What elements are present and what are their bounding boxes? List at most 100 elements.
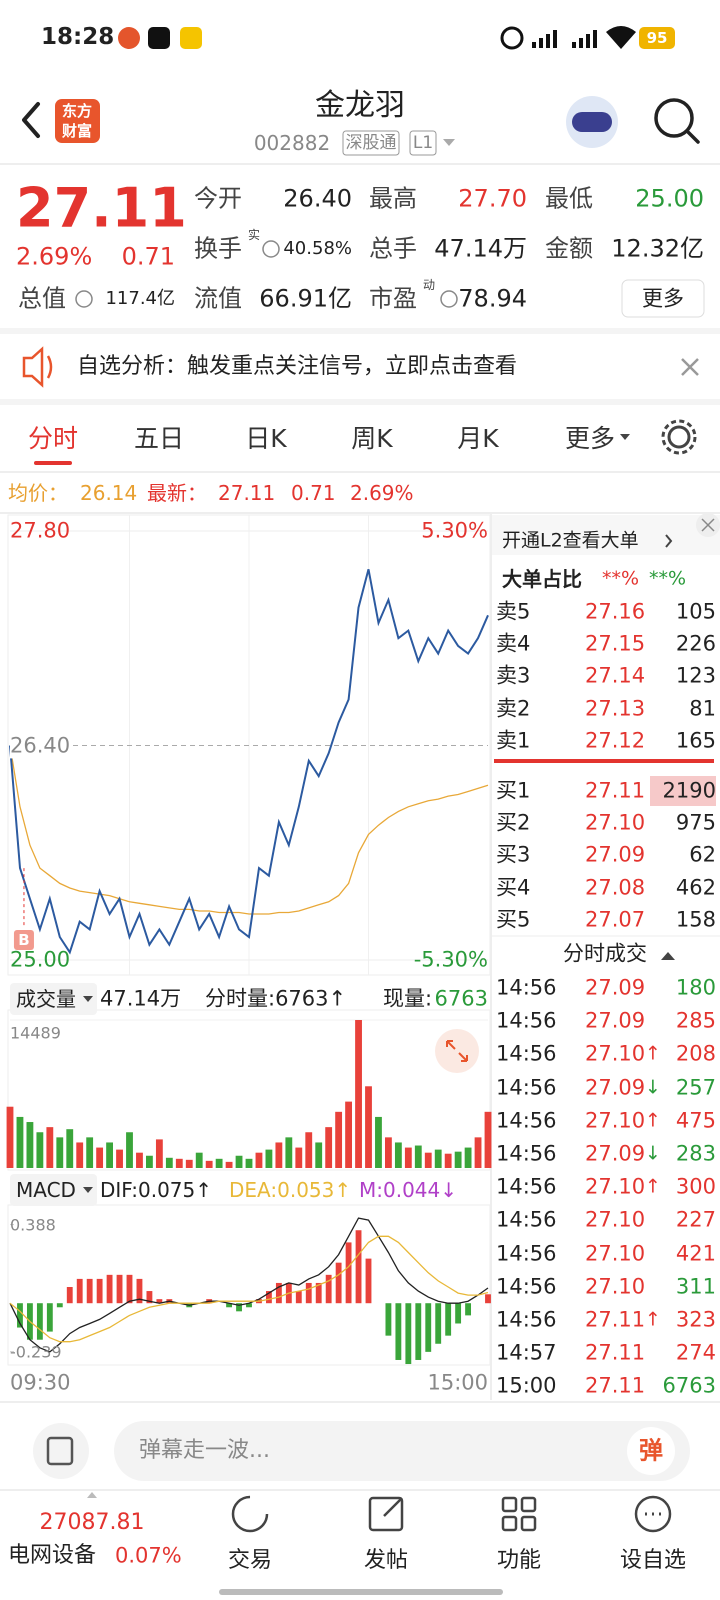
volume-bar <box>325 1127 333 1168</box>
tab[interactable]: 月K <box>457 424 499 453</box>
average-line <box>9 745 489 915</box>
trade-arrow: ↓ <box>645 1076 661 1099</box>
tab[interactable]: 周K <box>351 424 393 453</box>
selector-box[interactable] <box>10 1174 97 1206</box>
trade-volume: 208 <box>675 1041 716 1066</box>
field-value: 26.40 <box>283 184 352 213</box>
macd-bar <box>17 1303 23 1328</box>
tab[interactable]: 分时 <box>27 424 79 453</box>
volume-bar <box>146 1155 153 1168</box>
tab[interactable]: 更多 <box>564 424 616 453</box>
volume-selector[interactable]: 成交量 <box>16 987 76 1011</box>
danmaku-button[interactable] <box>627 1427 675 1475</box>
macd-bar <box>425 1303 432 1352</box>
book-label: 卖5 <box>496 599 531 624</box>
status-time: 18:28 <box>41 24 115 51</box>
ratio-buy: **% <box>602 567 640 590</box>
info-icon[interactable] <box>440 290 458 308</box>
ratio-sell: **% <box>649 567 687 590</box>
more-button[interactable] <box>621 279 705 318</box>
field-label: 最高 <box>369 184 417 213</box>
change-amount: 0.71 <box>121 242 175 271</box>
trade-price: 27.11 <box>585 1340 646 1365</box>
field-superscript: 动 <box>423 277 436 292</box>
volume-bar <box>36 1132 44 1168</box>
trade-arrow: ↑ <box>645 1308 661 1331</box>
macd-bar <box>385 1303 392 1336</box>
trade-price: 27.09 <box>585 975 646 1000</box>
volume-bar <box>235 1155 243 1168</box>
index-up-icon <box>87 1492 97 1498</box>
search-icon[interactable] <box>654 98 694 138</box>
function-icon[interactable] <box>501 1496 518 1513</box>
y-tick-label: 25.00 <box>10 947 71 972</box>
trade-icon[interactable] <box>231 1495 269 1533</box>
trades-title: 分时成交 <box>563 941 647 966</box>
trade-price: 27.10 <box>585 1174 646 1199</box>
settings-icon[interactable] <box>667 425 691 449</box>
tab[interactable]: 日K <box>245 424 287 453</box>
market-badge-text: 深股通 <box>345 132 397 153</box>
volume-bar <box>394 1142 402 1168</box>
book-label: 卖2 <box>496 696 531 720</box>
book-price: 27.10 <box>585 810 646 835</box>
book-volume: 165 <box>675 728 716 753</box>
macd-bar <box>36 1303 43 1340</box>
volume-bar <box>195 1152 203 1168</box>
trade-time: 14:56 <box>496 1241 557 1265</box>
danmaku-button-text[interactable]: 弹 <box>639 1436 663 1465</box>
banner-text[interactable]: 自选分析：触发重点关注信号，立即点击查看 <box>77 353 518 379</box>
volume-bar <box>86 1137 94 1168</box>
expand-button[interactable] <box>435 1029 479 1073</box>
book-price: 27.09 <box>585 842 646 867</box>
tab[interactable]: 五日 <box>133 424 185 453</box>
macd-selector[interactable]: MACD <box>16 1178 76 1202</box>
back-button[interactable] <box>22 102 40 138</box>
comment-icon <box>46 1436 74 1466</box>
post-icon[interactable] <box>368 1496 404 1532</box>
book-volume: 158 <box>675 907 716 932</box>
nav-label[interactable]: 功能 <box>496 1547 542 1573</box>
macd-bar <box>345 1242 352 1304</box>
more-button-text[interactable]: 更多 <box>642 286 684 311</box>
book-label: 卖1 <box>496 728 531 753</box>
macd-bar <box>246 1303 252 1308</box>
nav-label[interactable]: 设自选 <box>619 1547 687 1573</box>
l2-bar[interactable] <box>492 515 720 555</box>
trade-time: 14:56 <box>496 1207 557 1232</box>
dropdown-icon[interactable] <box>443 139 455 146</box>
signal-icon <box>572 30 597 48</box>
nav-label[interactable]: 发帖 <box>363 1547 409 1573</box>
close-banner[interactable] <box>681 358 699 376</box>
volume-bar <box>165 1157 173 1168</box>
macd-bar <box>365 1258 372 1304</box>
y-tick-label: 26.40 <box>10 732 71 759</box>
last-price: 27.11 <box>16 176 187 240</box>
expand-icon <box>446 1040 468 1062</box>
info-latest-label: 最新： <box>147 481 207 505</box>
trade-volume: 283 <box>675 1141 716 1166</box>
nav-label[interactable]: 交易 <box>227 1547 273 1573</box>
y-tick-label: 14489 <box>10 1023 61 1043</box>
comment-placeholder[interactable]: 弹幕走一波... <box>139 1437 270 1463</box>
comment-icon-bg[interactable] <box>33 1423 89 1479</box>
macd-bar <box>325 1274 332 1304</box>
info-icon[interactable] <box>262 240 280 258</box>
selector-box[interactable] <box>10 983 97 1015</box>
l2-link[interactable]: 开通L2查看大单 <box>502 529 639 552</box>
dif-line <box>9 1217 489 1353</box>
function-icon <box>520 1515 537 1532</box>
trade-arrow: ↓ <box>645 1142 661 1165</box>
volume-bar <box>155 1139 163 1168</box>
info-icon[interactable] <box>75 290 93 308</box>
volume-bar <box>375 1116 382 1168</box>
watchlist-icon[interactable] <box>634 1495 672 1533</box>
comment-input[interactable] <box>114 1421 690 1481</box>
volume-bar <box>96 1147 104 1168</box>
field-superscript: 实 <box>248 227 261 242</box>
volume-bar <box>295 1147 303 1168</box>
volume-bar <box>444 1153 452 1168</box>
macd-bar <box>435 1303 442 1344</box>
market-badge <box>342 130 400 156</box>
